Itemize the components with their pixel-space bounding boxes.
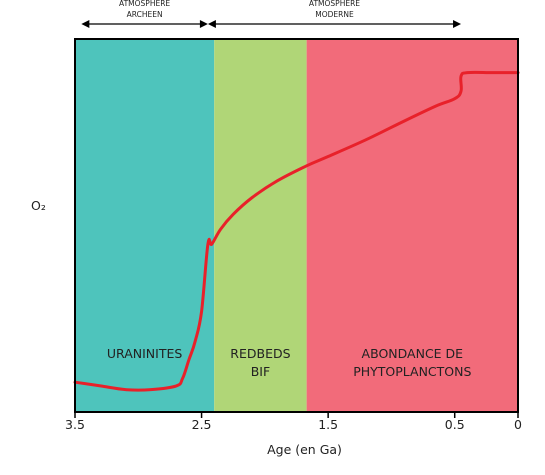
period-arrowhead-right (199, 20, 208, 28)
period-arrowhead-right (453, 20, 462, 28)
x-tick-label: 0 (514, 417, 522, 432)
regions: URANINITES REDBEDS BIF ABONDANCE DE PHYTOPLA… (75, 39, 518, 412)
series-line-o2 (73, 70, 520, 392)
period-label: ATMOSPHERE (309, 0, 360, 8)
x-tick-label: 3.5 (65, 417, 85, 432)
region-label-phytoplancton: PHYTOPLANCTONS (353, 364, 471, 379)
region-label-uraninites: URANINITES (107, 346, 182, 361)
period-arrowhead-left (207, 20, 216, 28)
x-axis-ticks: 3.5 2.5 1.5 0.5 0 (65, 412, 522, 432)
period-arrows: ATMOSPHERE ARCHEEN ATMOSPHERE MODERNE (81, 0, 462, 28)
period-label: MODERNE (315, 10, 354, 19)
y-axis-label: O₂ (31, 198, 46, 213)
region-label-redbeds-bif: REDBEDS (230, 346, 290, 361)
region-phytoplancton (306, 39, 518, 412)
region-label-phytoplancton: ABONDANCE DE (362, 346, 464, 361)
region-label-redbeds-bif: BIF (251, 364, 270, 379)
plot-border (74, 38, 519, 413)
x-tick-label: 2.5 (192, 417, 212, 432)
region-redbeds-bif (214, 39, 307, 412)
x-tick-label: 1.5 (318, 417, 338, 432)
period-arrowhead-left (81, 20, 90, 28)
plot-frame (74, 38, 519, 413)
series-lines (73, 70, 520, 392)
x-tick-label: 0.5 (445, 417, 465, 432)
x-axis-label: Age (en Ga) (267, 442, 342, 457)
period-label: ARCHEEN (127, 10, 163, 19)
axis-labels: Age (en Ga) O₂ (31, 198, 342, 457)
period-label: ATMOSPHERE (119, 0, 170, 8)
